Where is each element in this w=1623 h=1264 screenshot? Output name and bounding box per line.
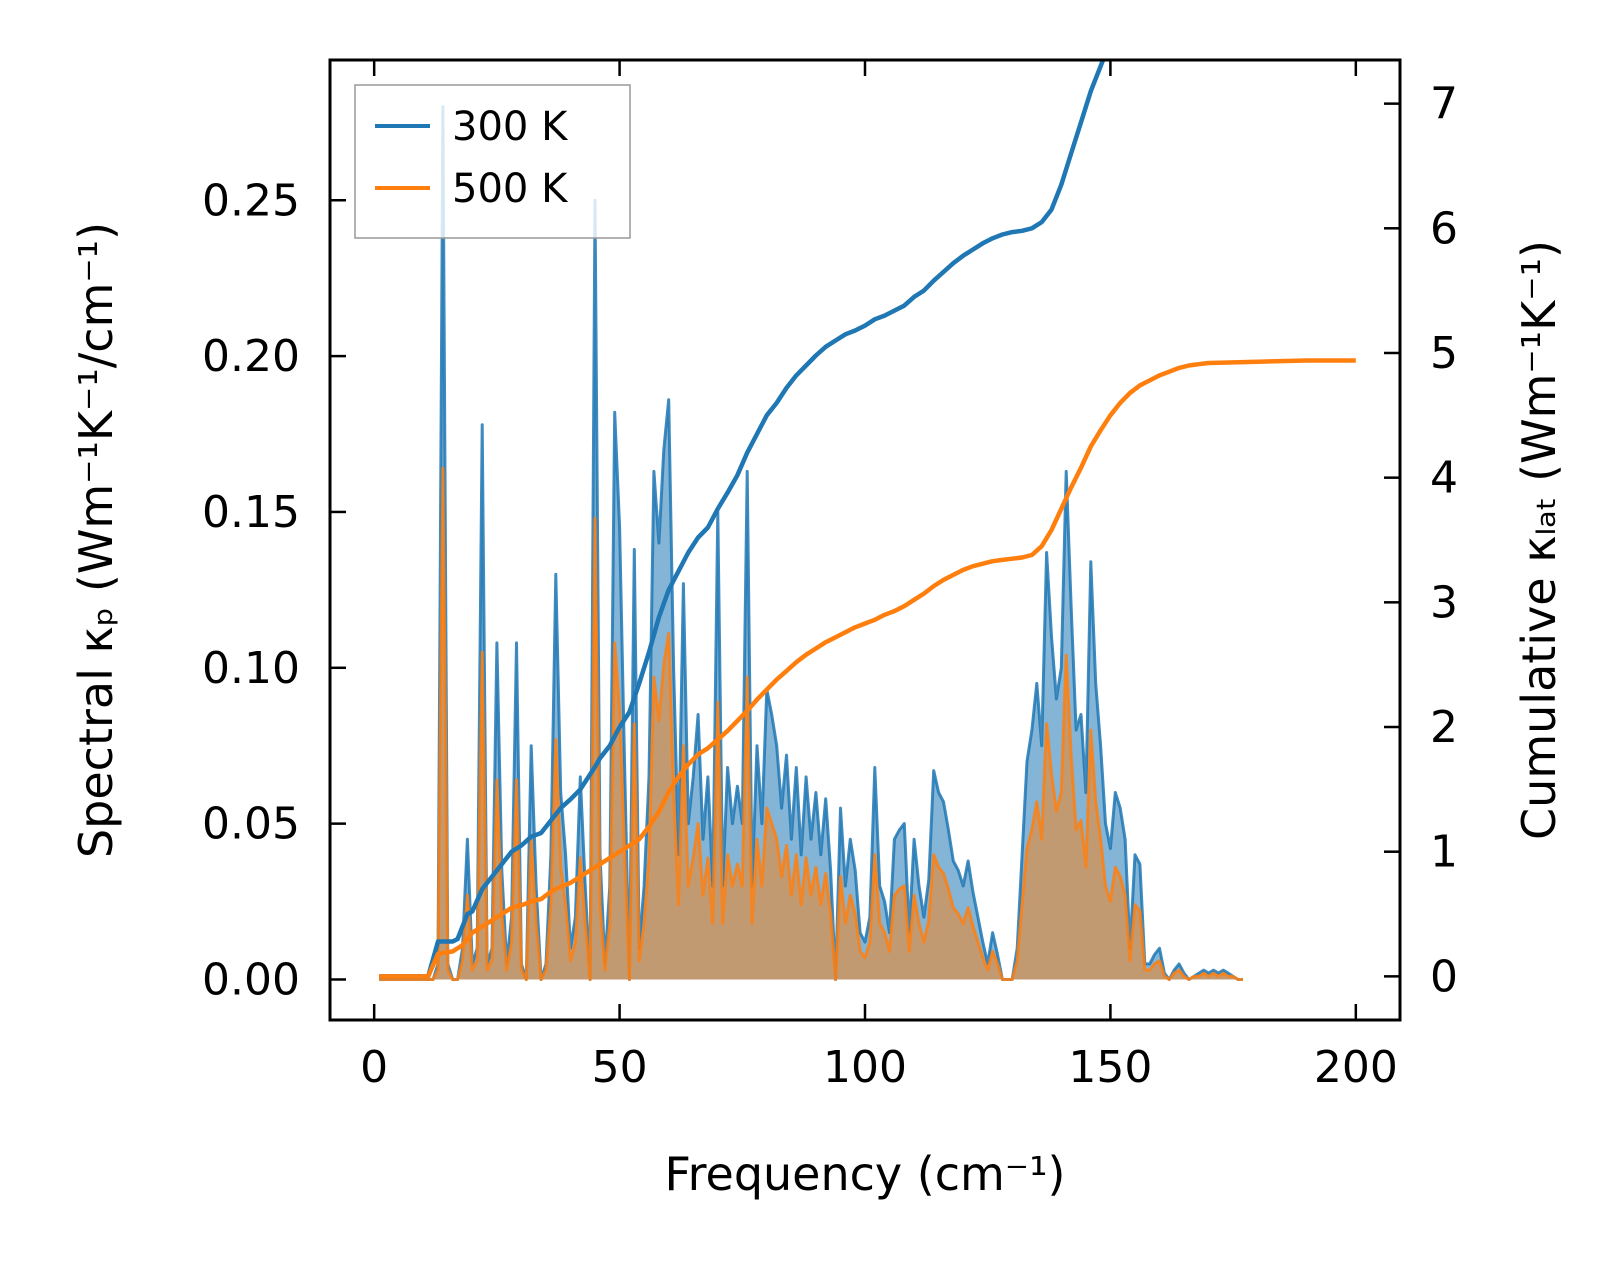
x-tick-label: 50 — [592, 1042, 648, 1093]
x-tick-label: 0 — [360, 1042, 388, 1093]
y-tick-label-right: 7 — [1430, 79, 1458, 130]
y-tick-label-right: 1 — [1430, 827, 1458, 878]
cumulative-line-300k — [379, 60, 1106, 979]
y-tick-label-right: 5 — [1430, 328, 1458, 379]
spectral-line-500k — [379, 466, 1243, 981]
spectral-area-500k — [379, 468, 1243, 980]
y-tick-label-right: 0 — [1430, 951, 1458, 1002]
x-tick-label: 100 — [823, 1042, 907, 1093]
y-tick-label-left: 0.25 — [202, 175, 300, 226]
y-tick-label-left: 0.20 — [202, 331, 300, 382]
y-tick-label-left: 0.10 — [202, 643, 300, 694]
y-tick-label-right: 3 — [1430, 577, 1458, 628]
legend: 300 K 500 K — [354, 84, 631, 239]
y-tick-label-left: 0.00 — [202, 954, 300, 1005]
y-axis-label-left: Spectral κₚ (Wm⁻¹K⁻¹/cm⁻¹) — [69, 222, 123, 858]
plot-area — [379, 60, 1356, 981]
y-tick-label-right: 2 — [1430, 702, 1458, 753]
legend-label-500k: 500 K — [452, 166, 569, 212]
x-tick-label: 200 — [1314, 1042, 1398, 1093]
y-axis-label-right: Cumulative κₗₐₜ (Wm⁻¹K⁻¹) — [1512, 240, 1566, 840]
y-tick-label-left: 0.15 — [202, 487, 300, 538]
legend-box — [354, 84, 631, 239]
axis-ticks: 0 50 100 150 200 0.00 0.05 0.10 0.15 0.20 0.25 0 1 2 3… — [202, 60, 1458, 1093]
legend-label-300k: 300 K — [452, 104, 569, 150]
y-tick-label-right: 6 — [1430, 203, 1458, 254]
y-tick-label-left: 0.05 — [202, 799, 300, 850]
cumulative-line-500k — [379, 358, 1356, 979]
x-tick-label: 150 — [1068, 1042, 1152, 1093]
y-tick-label-right: 4 — [1430, 453, 1458, 504]
x-axis-label: Frequency (cm⁻¹) — [665, 1147, 1066, 1201]
